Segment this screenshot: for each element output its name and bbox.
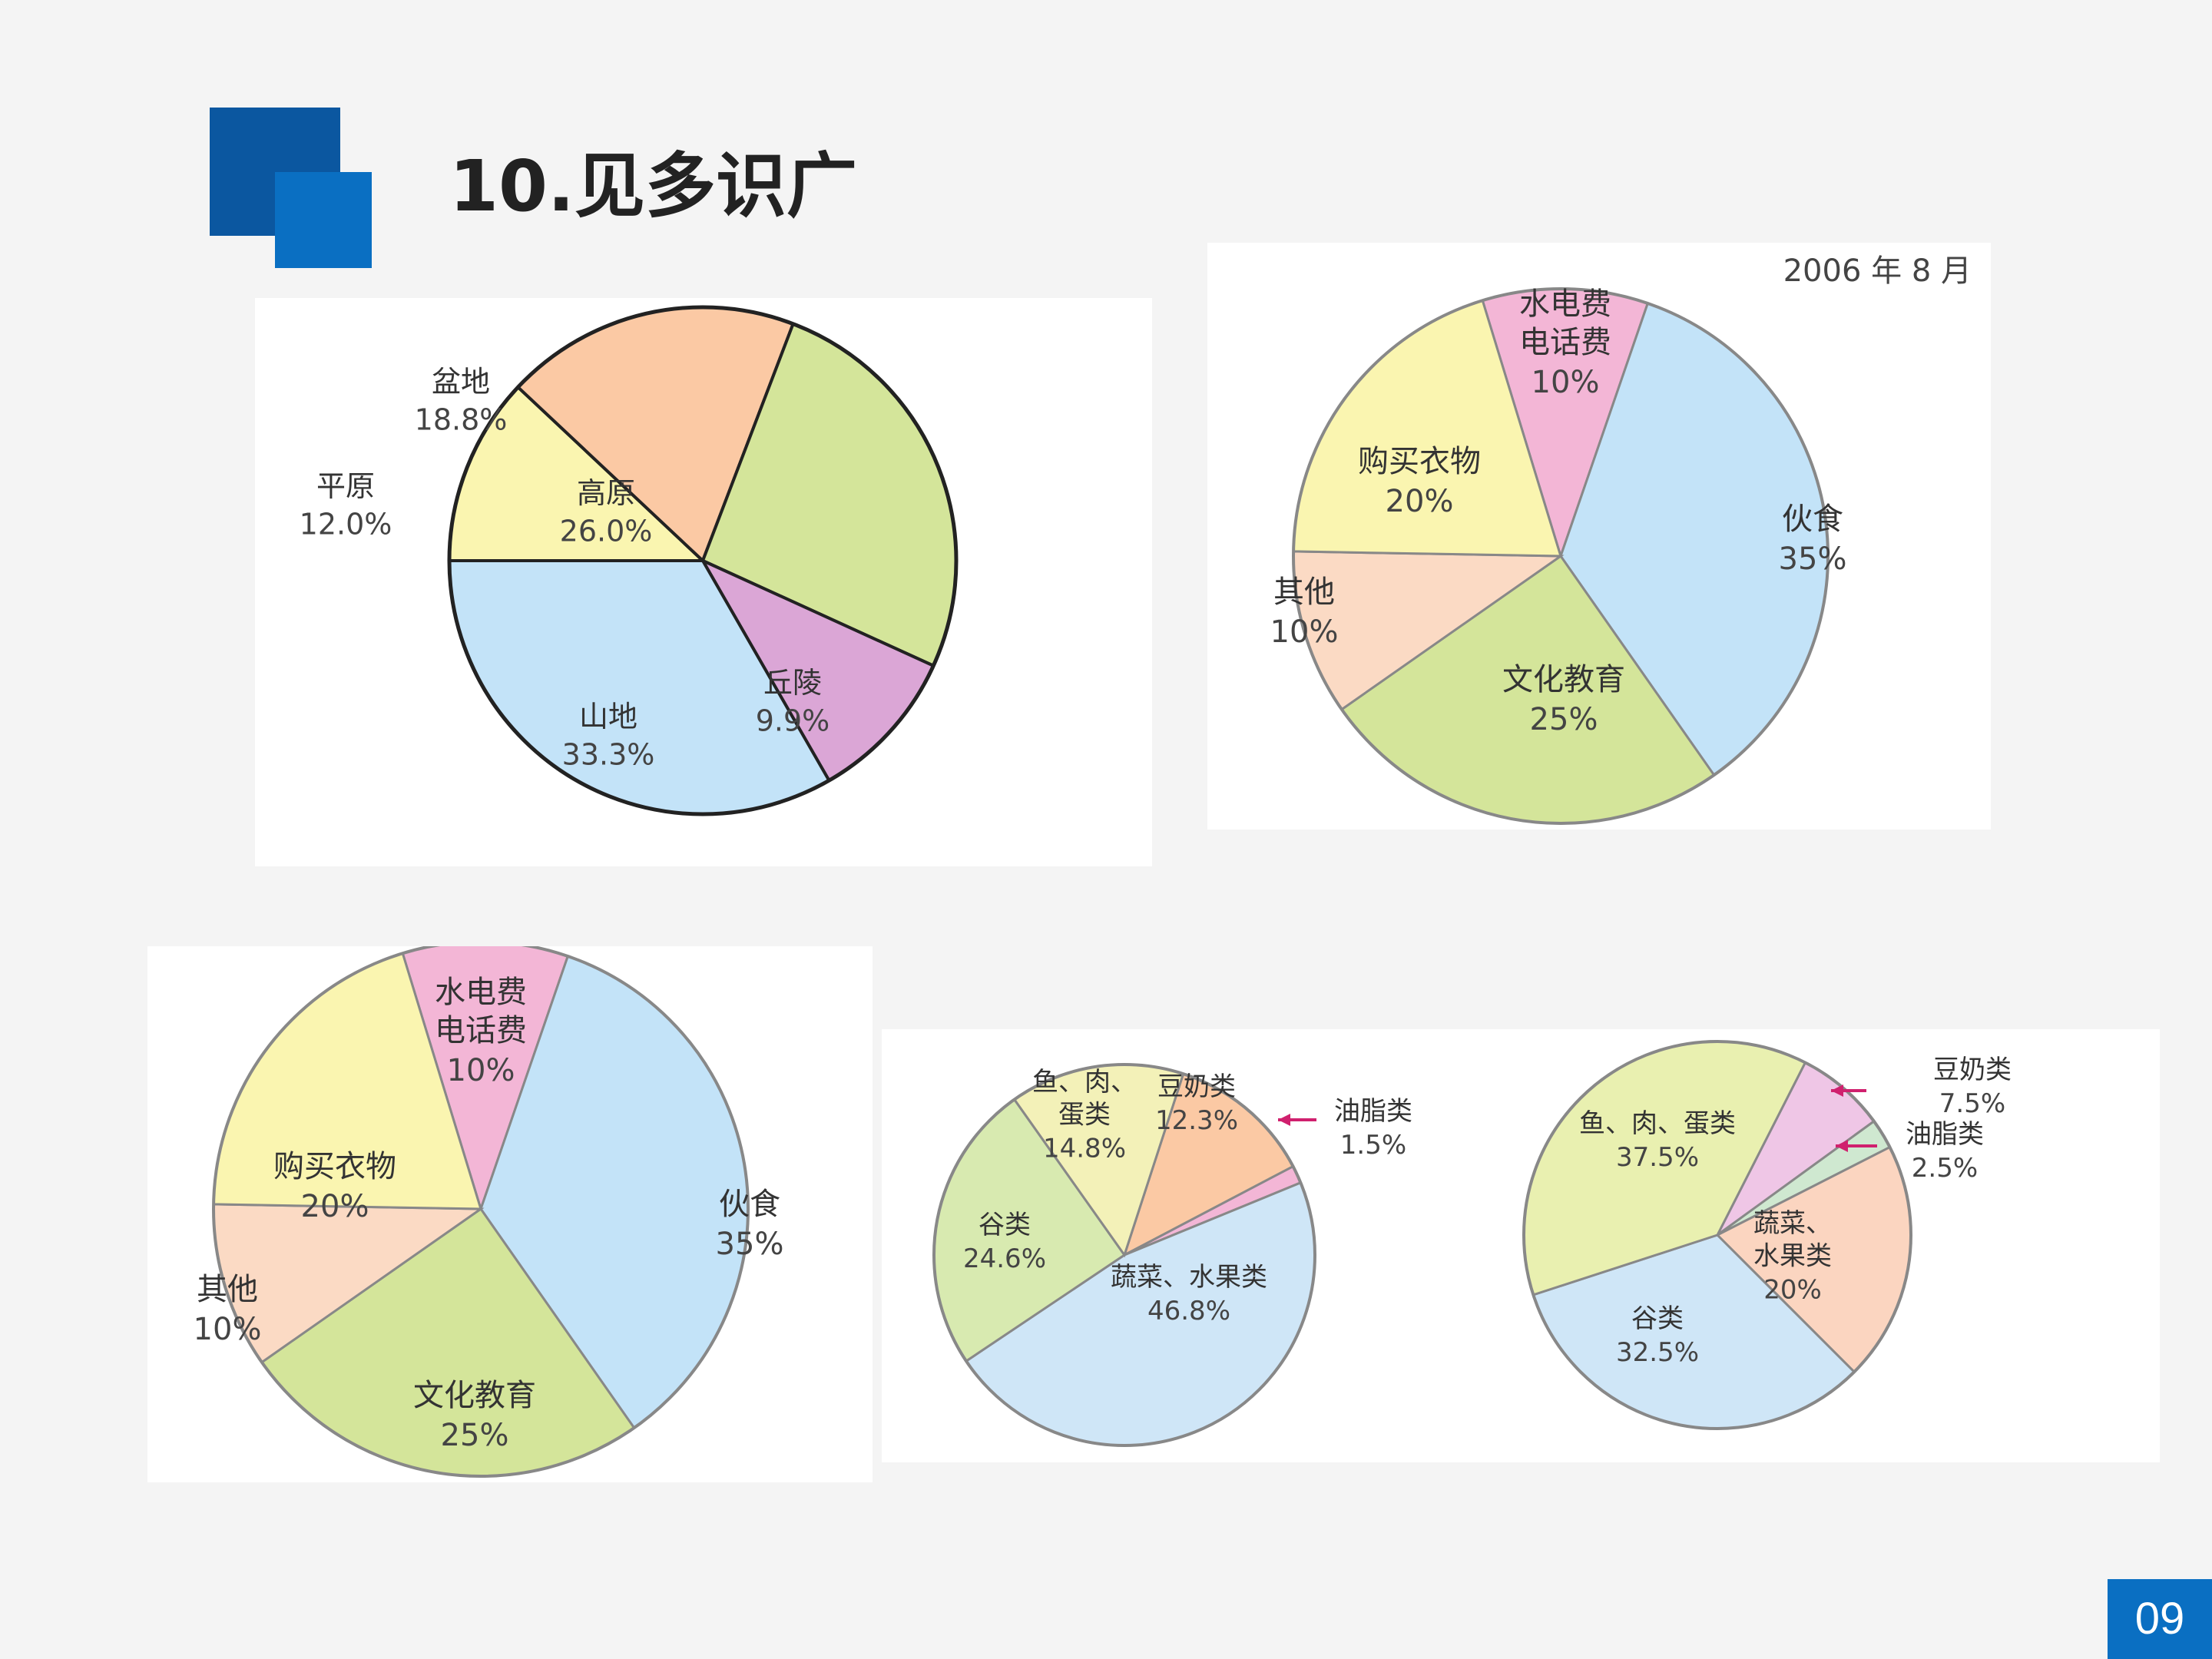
slice-label: 谷类 24.6% bbox=[963, 1210, 1046, 1274]
slice-label: 山地 33.3% bbox=[562, 700, 655, 771]
pie-chart-spending-2: 水电费电话费 10% 伙食 35% 文化教育 25% 其他 10%购买衣物 20% bbox=[194, 946, 784, 1478]
slice-label: 购买衣物 20% bbox=[273, 1149, 396, 1224]
pie-outline bbox=[1292, 287, 1830, 825]
slice-label: 伙食 35% bbox=[1779, 502, 1847, 577]
chart-panel-land: 平原 12.0% 盆地 18.8% 高原 26.0% 丘陵 9.9% 山地 33.3% bbox=[255, 298, 1152, 866]
slice-label: 油脂类 2.5% bbox=[1906, 1119, 1984, 1184]
chart-panel-spending-2: 水电费电话费 10% 伙食 35% 文化教育 25% 其他 10% 购买衣物 20% bbox=[147, 946, 873, 1482]
chart-title: 2006 年 8 月 bbox=[1783, 253, 1972, 289]
slice-label: 水电费电话费 10% bbox=[435, 975, 527, 1088]
page-number: 09 bbox=[2108, 1579, 2212, 1659]
pie-chart-land: 平原 12.0% 盆地 18.8% 高原 26.0% 丘陵 9.9% 山地 33.3% bbox=[300, 305, 959, 816]
pie-1 bbox=[1292, 287, 1830, 825]
slice-label: 高原 26.0% bbox=[560, 476, 653, 548]
slice-label: 文化教育 25% bbox=[413, 1378, 536, 1453]
slice-label: 购买衣物 20% bbox=[1358, 444, 1481, 519]
slice-label: 水电费电话费 10% bbox=[1519, 286, 1611, 400]
pie-outline bbox=[1522, 1040, 1912, 1430]
pie-outline bbox=[447, 305, 959, 816]
slice-label: 鱼、肉、蛋类 14.8% bbox=[1032, 1067, 1137, 1164]
pie-chart-diet-1: 豆奶类 12.3% 油脂类 1.5% 蔬菜、水果类 46.8% 谷类 24.6% 鱼、肉、蛋类 1… bbox=[932, 1040, 2012, 1447]
pie-2 bbox=[212, 946, 750, 1478]
slice-label: 盆地 18.8% bbox=[415, 365, 508, 436]
slice-label: 其他 10% bbox=[194, 1272, 262, 1347]
callout-arrow-head bbox=[1278, 1114, 1290, 1126]
pie-chart-spending: 水电费电话费 10% 伙食 35% 文化教育 25% 其他 10% 购买衣物 20% 2006 年 … bbox=[1270, 253, 1972, 825]
pie-4 bbox=[1522, 1040, 1912, 1430]
pie-3 bbox=[932, 1063, 1316, 1447]
chart-panel-diets: 豆奶类 12.3% 油脂类 1.5% 蔬菜、水果类 46.8% 谷类 24.6% 鱼、肉、蛋类 1… bbox=[882, 1029, 2160, 1462]
title-decoration-square-light bbox=[275, 172, 372, 268]
slice-label: 文化教育 25% bbox=[1502, 662, 1625, 737]
slice-label: 其他 10% bbox=[1270, 575, 1339, 650]
slice-label: 丘陵 9.9% bbox=[756, 666, 830, 737]
slice-label: 谷类 32.5% bbox=[1616, 1303, 1699, 1368]
page-title: 10.见多识广 bbox=[449, 145, 857, 227]
pie-outline bbox=[212, 946, 750, 1478]
callout-arrow-head bbox=[1836, 1140, 1848, 1152]
slice-label: 豆奶类 12.3% bbox=[1155, 1071, 1238, 1136]
slice-label: 油脂类 1.5% bbox=[1334, 1096, 1412, 1161]
slice-label: 平原 12.0% bbox=[300, 469, 392, 541]
slice-label: 伙食 35% bbox=[716, 1187, 784, 1262]
chart-panel-spending: 水电费电话费 10% 伙食 35% 文化教育 25% 其他 10% 购买衣物 20% 2006 年 … bbox=[1207, 243, 1991, 830]
callout-arrow-head bbox=[1831, 1084, 1843, 1097]
pie-0 bbox=[447, 305, 959, 816]
slice-label: 鱼、肉、蛋类 37.5% bbox=[1579, 1108, 1736, 1173]
pie-outline bbox=[932, 1063, 1316, 1447]
slice-label: 豆奶类 7.5% bbox=[1933, 1055, 2012, 1119]
slice-label: 蔬菜、水果类 46.8% bbox=[1111, 1262, 1267, 1326]
slice-label: 蔬菜、水果类 20% bbox=[1753, 1208, 1832, 1306]
